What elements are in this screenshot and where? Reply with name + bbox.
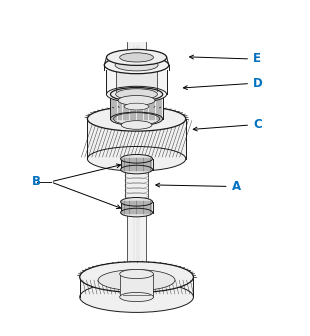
Ellipse shape [87, 146, 186, 171]
Polygon shape [106, 70, 167, 94]
Ellipse shape [80, 282, 193, 312]
Ellipse shape [106, 49, 167, 66]
Ellipse shape [121, 198, 153, 206]
Text: C: C [253, 119, 262, 131]
Ellipse shape [120, 292, 153, 302]
Ellipse shape [87, 107, 186, 131]
Text: D: D [253, 77, 263, 90]
Polygon shape [125, 170, 148, 202]
Ellipse shape [116, 89, 157, 100]
Ellipse shape [121, 165, 153, 174]
Ellipse shape [118, 95, 155, 105]
Ellipse shape [106, 86, 167, 102]
Ellipse shape [120, 269, 153, 279]
Polygon shape [80, 277, 193, 297]
Ellipse shape [110, 87, 163, 101]
Ellipse shape [124, 103, 149, 110]
Ellipse shape [125, 166, 148, 173]
Ellipse shape [104, 56, 169, 74]
Ellipse shape [110, 112, 163, 126]
Polygon shape [121, 159, 153, 170]
Polygon shape [121, 202, 153, 213]
Ellipse shape [120, 53, 153, 62]
Polygon shape [110, 94, 163, 119]
Polygon shape [87, 119, 186, 159]
Polygon shape [120, 274, 153, 297]
Ellipse shape [115, 59, 158, 71]
Ellipse shape [113, 113, 160, 125]
Ellipse shape [125, 199, 148, 205]
Text: E: E [253, 52, 261, 66]
Text: B: B [32, 175, 41, 188]
Text: A: A [232, 180, 241, 193]
Ellipse shape [98, 270, 175, 291]
Ellipse shape [121, 121, 152, 129]
Ellipse shape [121, 155, 153, 163]
Ellipse shape [121, 208, 153, 217]
Polygon shape [116, 70, 157, 91]
Ellipse shape [80, 262, 193, 292]
Polygon shape [127, 42, 146, 282]
